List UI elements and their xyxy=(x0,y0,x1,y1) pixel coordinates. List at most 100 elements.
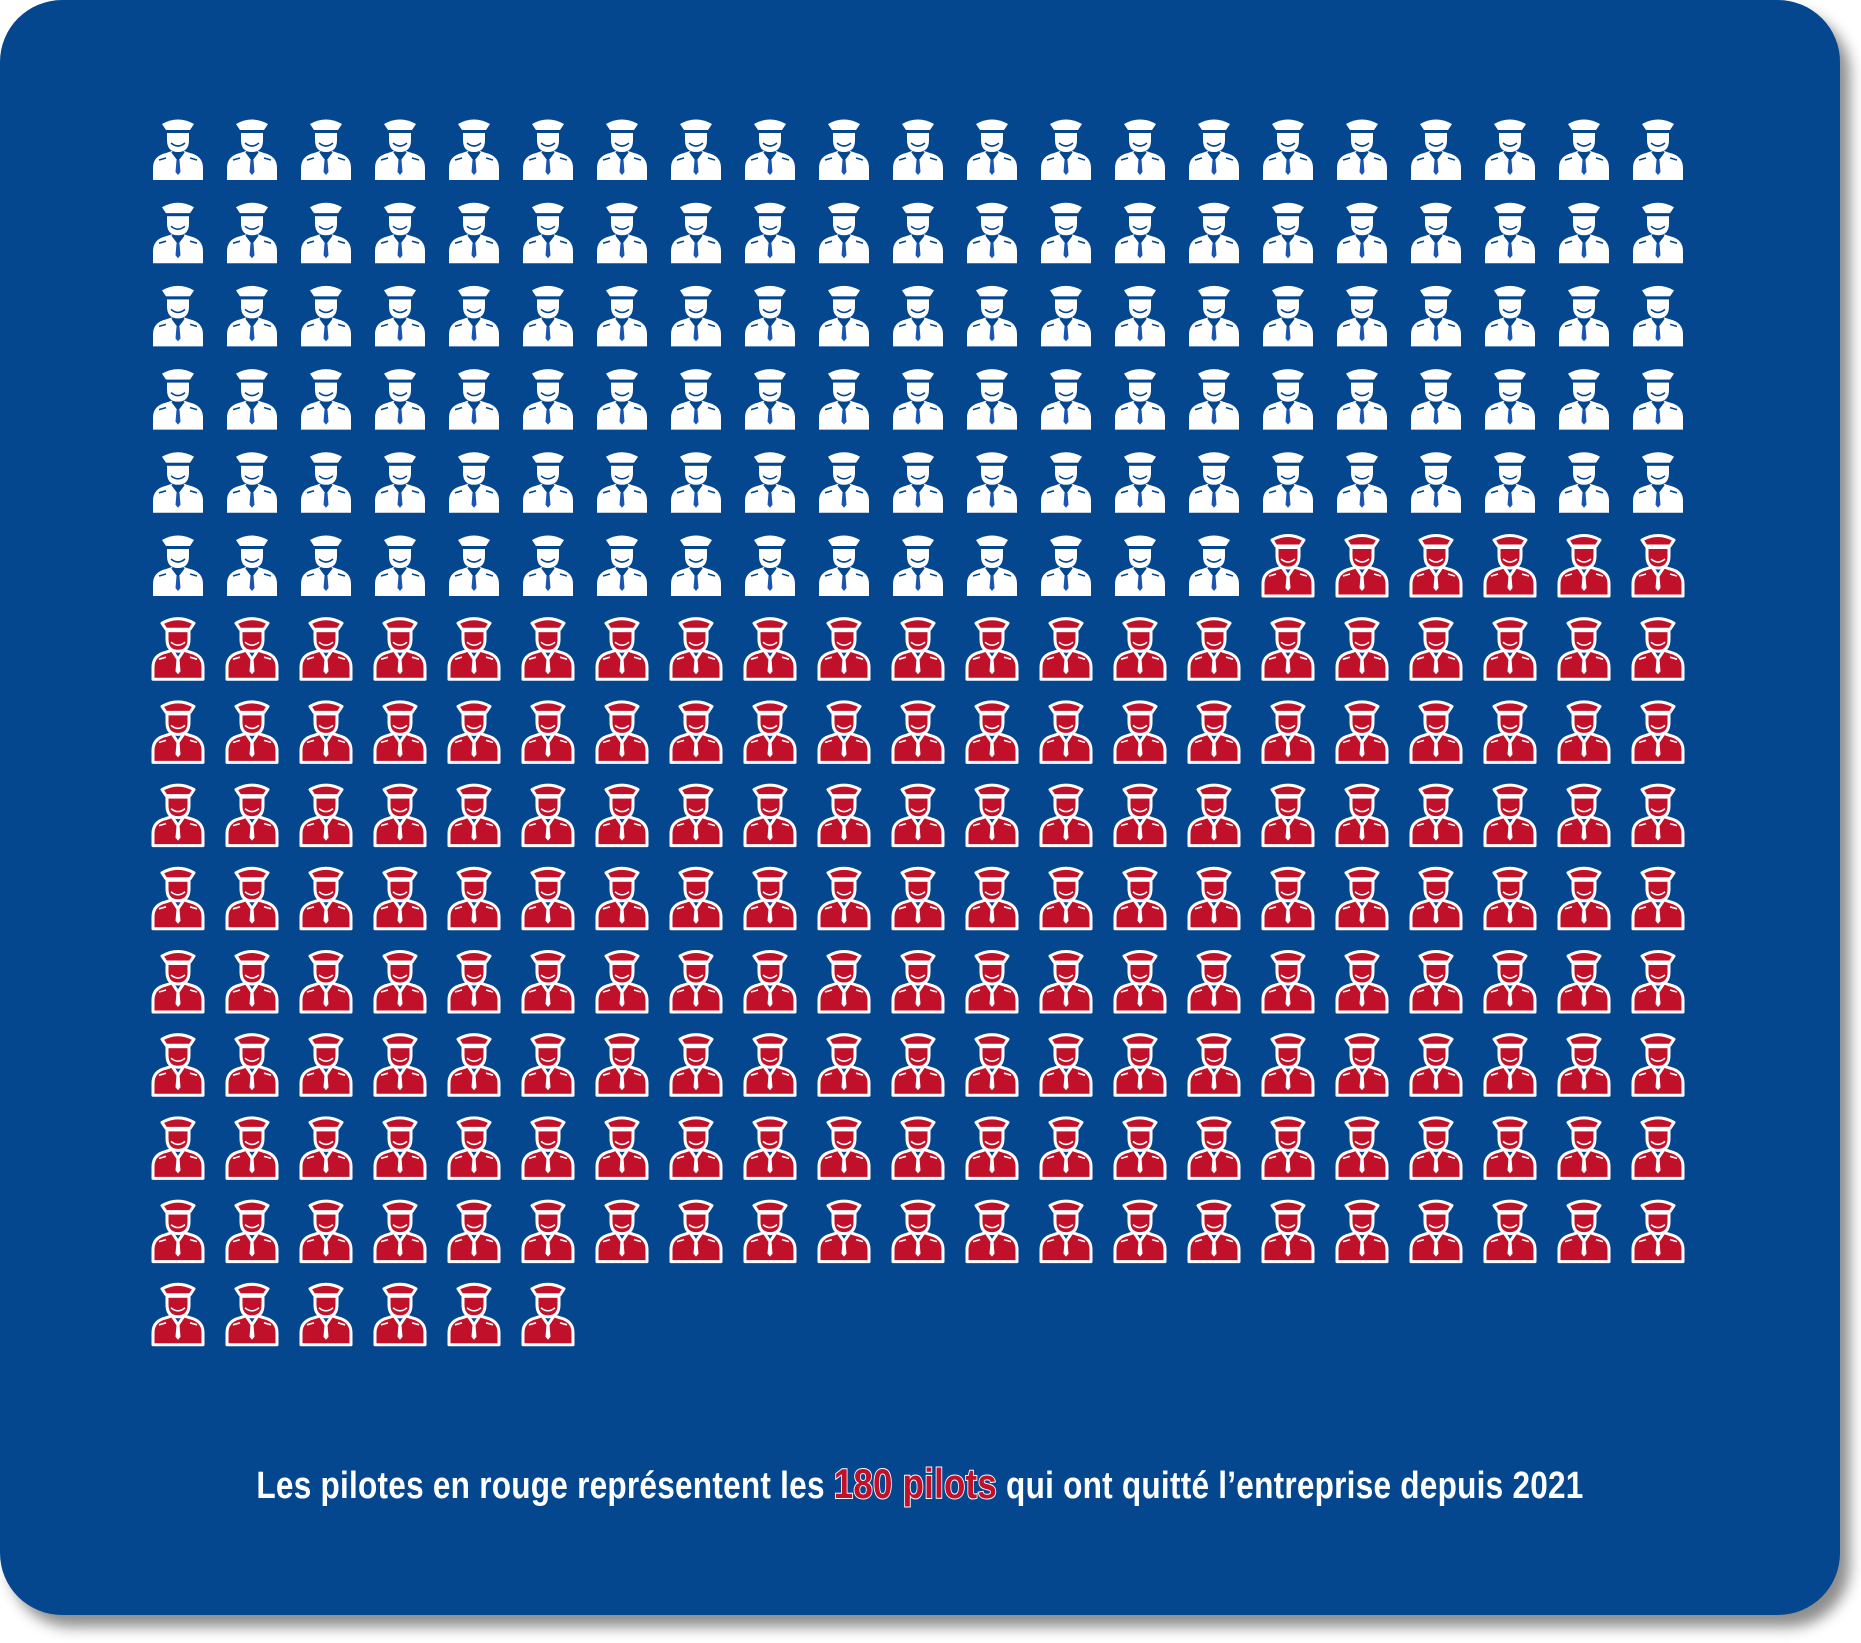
pilot-icon-stayed xyxy=(671,285,721,347)
pilot-icon-stayed xyxy=(375,285,425,347)
pilot-icon-left xyxy=(1483,783,1537,848)
pilot-icon-left xyxy=(1187,700,1241,764)
pilot-icon-left xyxy=(151,783,205,848)
pilot-icon-stayed xyxy=(153,369,203,430)
pilot-icon-stayed xyxy=(1189,369,1239,430)
pilot-icon-stayed xyxy=(301,452,351,513)
pilot-icon-stayed xyxy=(523,369,573,430)
pilot-icon-left xyxy=(1557,783,1611,848)
pilot-icon-left xyxy=(1557,1116,1611,1180)
pilot-icon-stayed xyxy=(1263,452,1313,513)
pilot-icon-left xyxy=(299,1116,353,1180)
pilot-icon-left xyxy=(447,700,501,764)
pilot-icon-stayed xyxy=(671,119,721,180)
pilot-icon-left xyxy=(743,866,797,931)
pilot-icon-stayed xyxy=(893,452,943,513)
pilot-icon-left xyxy=(1631,617,1685,681)
pilot-icon-left xyxy=(1409,783,1463,848)
pilot-icon-stayed xyxy=(1189,202,1239,264)
pilot-icon-stayed xyxy=(967,202,1017,264)
pilot-icon-stayed xyxy=(1337,452,1387,513)
pilot-icon-left xyxy=(447,1282,501,1347)
pilot-icon-left xyxy=(817,700,871,764)
pilot-icon-stayed xyxy=(819,452,869,513)
pilot-icon-left xyxy=(447,617,501,681)
pilot-icon-stayed xyxy=(449,535,499,596)
pilot-icon-stayed xyxy=(1263,202,1313,264)
pilot-icon-left xyxy=(1631,866,1685,931)
pilot-icon-left xyxy=(225,700,279,764)
pilot-icon-left xyxy=(965,700,1019,764)
pilot-icon-left xyxy=(373,950,427,1014)
pilot-icon-stayed xyxy=(1485,202,1535,264)
pilot-icon-left xyxy=(595,783,649,848)
pilot-icon-left xyxy=(521,1033,575,1097)
pilot-icon-stayed xyxy=(1041,202,1091,264)
pilot-icon-stayed xyxy=(1189,119,1239,180)
pilot-icon-left xyxy=(891,1116,945,1180)
pilot-icon-left xyxy=(299,1282,353,1347)
pilot-icon-left xyxy=(521,617,575,681)
pilot-icon-left xyxy=(1113,700,1167,764)
pilot-icon-left xyxy=(225,783,279,848)
pilot-icon-stayed xyxy=(1189,535,1239,596)
pilot-icon-left xyxy=(595,866,649,931)
pilot-icon-left xyxy=(1409,534,1463,598)
pilot-icon-left xyxy=(965,1199,1019,1264)
pilot-icon-left xyxy=(1409,866,1463,931)
pilot-icon-stayed xyxy=(1411,119,1461,180)
pilot-icon-left xyxy=(1113,866,1167,931)
pilot-icon-left xyxy=(373,1116,427,1180)
pilot-icon-left xyxy=(1557,534,1611,598)
pilot-icon-left xyxy=(151,1199,205,1264)
pilot-icon-left xyxy=(299,783,353,848)
pilot-icon-stayed xyxy=(153,202,203,264)
pilot-icon-stayed xyxy=(745,119,795,180)
pilot-icon-stayed xyxy=(819,535,869,596)
pilot-icon-left xyxy=(151,617,205,681)
pilot-icon-stayed xyxy=(1337,285,1387,347)
pilot-icon-stayed xyxy=(1337,369,1387,430)
pilot-icon-stayed xyxy=(893,285,943,347)
pilot-icon-left xyxy=(1187,783,1241,848)
pilot-icon-left xyxy=(1335,617,1389,681)
pilot-icon-left xyxy=(373,1199,427,1264)
pilot-icon-stayed xyxy=(1633,119,1683,180)
pilot-icon-left xyxy=(1039,950,1093,1014)
pilot-icon-stayed xyxy=(597,535,647,596)
pilot-icon-left xyxy=(1409,1033,1463,1097)
pilot-icon-left xyxy=(1187,1116,1241,1180)
pilot-icon-left xyxy=(1483,1199,1537,1264)
pilot-icon-left xyxy=(595,950,649,1014)
pilot-icon-left xyxy=(225,950,279,1014)
pilot-icon-stayed xyxy=(1115,535,1165,596)
pilot-icon-left xyxy=(743,700,797,764)
pilot-icon-left xyxy=(965,1033,1019,1097)
pilot-icon-left xyxy=(1335,866,1389,931)
pilot-icon-left xyxy=(1039,617,1093,681)
pilot-icon-left xyxy=(1113,617,1167,681)
pilot-icon-left xyxy=(1335,783,1389,848)
pilot-icon-stayed xyxy=(153,535,203,596)
pilot-icon-stayed xyxy=(1411,452,1461,513)
pilot-icon-left xyxy=(151,700,205,764)
pilot-icon-left xyxy=(225,617,279,681)
pilot-icon-left xyxy=(299,866,353,931)
pilot-icon-stayed xyxy=(375,119,425,180)
pilot-icon-stayed xyxy=(1485,369,1535,430)
pilot-icon-stayed xyxy=(597,285,647,347)
pilot-icon-left xyxy=(521,950,575,1014)
pilot-icon-left xyxy=(743,1199,797,1264)
pilot-icon-stayed xyxy=(153,285,203,347)
pilot-icon-stayed xyxy=(745,285,795,347)
pilot-icon-stayed xyxy=(1485,285,1535,347)
pilot-icon-left xyxy=(151,1116,205,1180)
pilot-icon-stayed xyxy=(227,202,277,264)
pilot-icon-left xyxy=(225,1282,279,1347)
pilot-icon-left xyxy=(1039,866,1093,931)
pilot-icon-left xyxy=(965,1116,1019,1180)
pilot-icon-left xyxy=(447,783,501,848)
pilot-icon-stayed xyxy=(1633,369,1683,430)
pilot-icon-stayed xyxy=(1189,452,1239,513)
pilot-icon-left xyxy=(373,700,427,764)
